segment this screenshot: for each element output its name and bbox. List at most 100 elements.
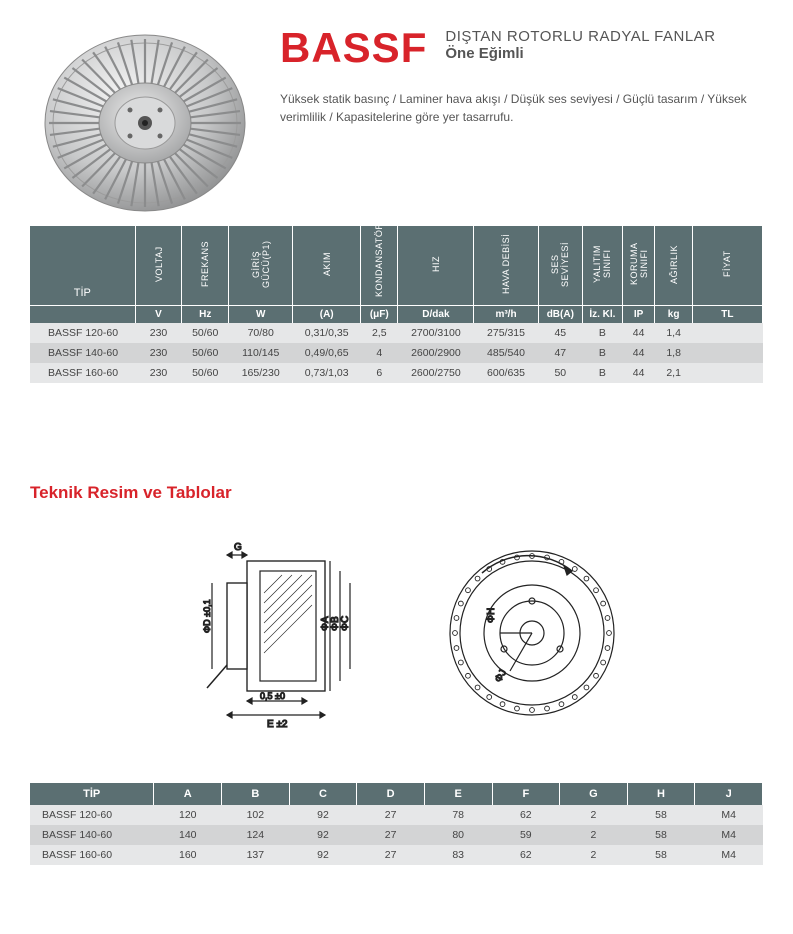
cell: B xyxy=(583,363,623,383)
cell xyxy=(692,323,762,343)
cell: 44 xyxy=(622,323,655,343)
cell: 50/60 xyxy=(182,363,229,383)
spec-table: TİPVOLTAJFREKANSGİRİŞ GÜCÜ(P1)AKIMKONDAN… xyxy=(30,226,763,383)
cell: 140 xyxy=(154,825,222,845)
cell: BASSF 160-60 xyxy=(30,363,135,383)
cell: M4 xyxy=(695,825,763,845)
cell: 2 xyxy=(560,805,628,825)
cell: 6 xyxy=(361,363,398,383)
subtitle-top: DIŞTAN ROTORLU RADYAL FANLAR xyxy=(445,28,715,45)
svg-text:ΦH: ΦH xyxy=(486,608,497,623)
section-title: Teknik Resim ve Tablolar xyxy=(30,483,763,503)
cell: 2 xyxy=(560,845,628,865)
cell: 45 xyxy=(538,323,582,343)
col-yal: YALITIM SINIFI xyxy=(583,226,623,306)
cell: M4 xyxy=(695,805,763,825)
cell: 59 xyxy=(492,825,560,845)
col-tip: TİP xyxy=(30,226,135,306)
cell: BASSF 140-60 xyxy=(30,343,135,363)
unit-hiz: D/dak xyxy=(398,306,474,324)
svg-text:0,5 ±0: 0,5 ±0 xyxy=(260,691,285,701)
cell: 50/60 xyxy=(182,343,229,363)
svg-text:ΦD ±0,1: ΦD ±0,1 xyxy=(202,599,212,633)
dim-col: F xyxy=(492,783,560,805)
col-akim: AKIM xyxy=(293,226,361,306)
cell: 160 xyxy=(154,845,222,865)
dim-col: E xyxy=(424,783,492,805)
drawing-side: G ΦA ΦB ΦC ΦD ±0,1 0,5 ±0 E ±2 xyxy=(152,533,382,733)
dim-col: J xyxy=(695,783,763,805)
unit-kor: IP xyxy=(622,306,655,324)
col-gucu: GİRİŞ GÜCÜ(P1) xyxy=(229,226,293,306)
cell: BASSF 140-60 xyxy=(30,825,154,845)
col-kond: KONDANSATÖR xyxy=(361,226,398,306)
brand-title: BASSF xyxy=(280,24,427,72)
cell: 1,8 xyxy=(655,343,692,363)
cell xyxy=(692,363,762,383)
dims-table: TİPABCDEFGHJ BASSF 120-60120102922778622… xyxy=(30,783,763,865)
cell: 50 xyxy=(538,363,582,383)
col-ses: SES SEVİYESİ xyxy=(538,226,582,306)
table-row: BASSF 120-6012010292277862258M4 xyxy=(30,805,763,825)
table-row: BASSF 120-6023050/6070/800,31/0,352,5270… xyxy=(30,323,763,343)
dim-col: A xyxy=(154,783,222,805)
cell: B xyxy=(583,323,623,343)
cell: 110/145 xyxy=(229,343,293,363)
cell: 44 xyxy=(622,363,655,383)
cell: 2,5 xyxy=(361,323,398,343)
table-row: BASSF 140-6023050/60110/1450,49/0,654260… xyxy=(30,343,763,363)
svg-text:G: G xyxy=(234,542,242,553)
dim-col: G xyxy=(560,783,628,805)
cell: 47 xyxy=(538,343,582,363)
cell: 2600/2900 xyxy=(398,343,474,363)
header-section: BASSF DIŞTAN ROTORLU RADYAL FANLAR Öne E… xyxy=(30,18,763,218)
cell: 485/540 xyxy=(474,343,538,363)
cell: 92 xyxy=(289,825,357,845)
col-hiz: HIZ xyxy=(398,226,474,306)
cell: 44 xyxy=(622,343,655,363)
unit-gucu: W xyxy=(229,306,293,324)
unit-ses: dB(A) xyxy=(538,306,582,324)
unit-hava: m³/h xyxy=(474,306,538,324)
cell: BASSF 120-60 xyxy=(30,805,154,825)
cell: 0,31/0,35 xyxy=(293,323,361,343)
svg-text:E ±2: E ±2 xyxy=(267,719,288,730)
spec-table-body: BASSF 120-6023050/6070/800,31/0,352,5270… xyxy=(30,323,763,383)
cell: 1,4 xyxy=(655,323,692,343)
cell: B xyxy=(583,343,623,363)
cell: 2 xyxy=(560,825,628,845)
col-freq: FREKANS xyxy=(182,226,229,306)
table-row: BASSF 160-6023050/60165/2300,73/1,036260… xyxy=(30,363,763,383)
cell: 50/60 xyxy=(182,323,229,343)
unit-tip xyxy=(30,306,135,324)
table-row: BASSF 140-6014012492278059258M4 xyxy=(30,825,763,845)
cell: 27 xyxy=(357,845,425,865)
cell: 2700/3100 xyxy=(398,323,474,343)
cell: 62 xyxy=(492,845,560,865)
cell: 165/230 xyxy=(229,363,293,383)
cell: 92 xyxy=(289,805,357,825)
technical-drawings: G ΦA ΦB ΦC ΦD ±0,1 0,5 ±0 E ±2 xyxy=(30,533,763,733)
cell: BASSF 160-60 xyxy=(30,845,154,865)
cell: 78 xyxy=(424,805,492,825)
unit-yal: İz. Kl. xyxy=(583,306,623,324)
unit-akim: (A) xyxy=(293,306,361,324)
cell xyxy=(692,343,762,363)
dim-col: TİP xyxy=(30,783,154,805)
cell: 124 xyxy=(222,825,290,845)
cell: 58 xyxy=(627,845,695,865)
cell: 58 xyxy=(627,825,695,845)
cell: 2600/2750 xyxy=(398,363,474,383)
col-kor: KORUMA SINIFI xyxy=(622,226,655,306)
svg-text:ΦC: ΦC xyxy=(340,616,351,631)
spec-table-head: TİPVOLTAJFREKANSGİRİŞ GÜCÜ(P1)AKIMKONDAN… xyxy=(30,226,763,323)
col-hava: HAVA DEBİSİ xyxy=(474,226,538,306)
cell: 275/315 xyxy=(474,323,538,343)
cell: 4 xyxy=(361,343,398,363)
unit-fiyat: TL xyxy=(692,306,762,324)
cell: 0,49/0,65 xyxy=(293,343,361,363)
cell: 230 xyxy=(135,343,182,363)
cell: 62 xyxy=(492,805,560,825)
cell: 120 xyxy=(154,805,222,825)
unit-freq: Hz xyxy=(182,306,229,324)
